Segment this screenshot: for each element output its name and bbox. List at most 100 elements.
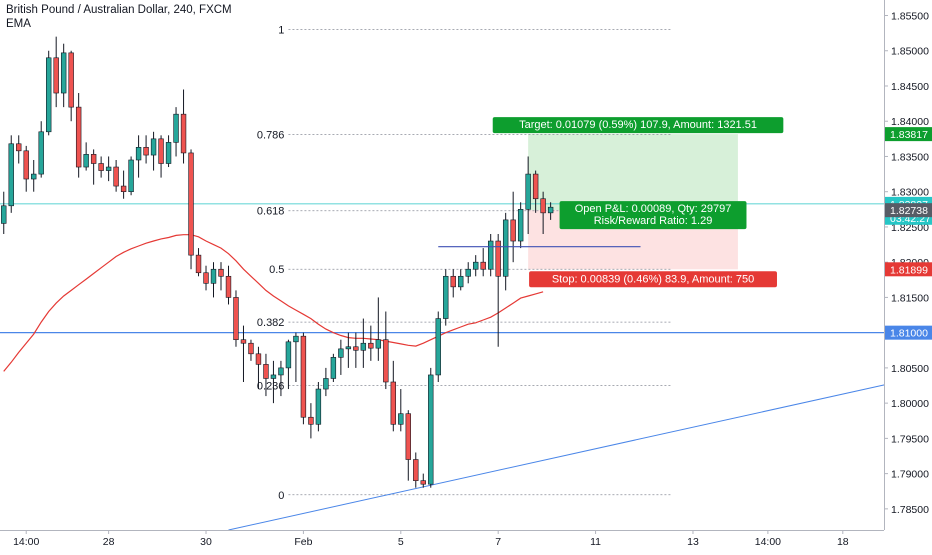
candle [480, 248, 486, 277]
position-pnl-label: Open P&L: 0.00089, Qty: 29797Risk/Reward… [559, 201, 747, 230]
candle [188, 149, 194, 270]
candle [360, 318, 367, 368]
candle [495, 233, 501, 347]
candle-body [517, 209, 524, 242]
candle [413, 452, 419, 488]
position-pnl-label-text: Risk/Reward Ratio: 1.29 [594, 215, 713, 227]
time-axis-label: 18 [837, 536, 849, 548]
candle [502, 212, 509, 291]
candle-body [16, 143, 22, 152]
candle [195, 248, 202, 277]
candle-body [195, 254, 202, 274]
candle-body [360, 342, 367, 351]
time-axis-label: 14:00 [13, 536, 39, 548]
fib-level-label: 0.786 [257, 130, 285, 142]
candle-body [150, 138, 157, 156]
time-axis-label: 7 [495, 536, 501, 548]
candle-body [53, 57, 59, 94]
candle [120, 170, 127, 199]
candle [150, 131, 157, 171]
price-axis-badge-text: 1.83817 [890, 129, 928, 141]
candle [465, 262, 471, 284]
candle [255, 346, 262, 390]
candle [38, 121, 44, 178]
candle-body [120, 185, 127, 193]
candle [240, 325, 247, 382]
candle-body [135, 147, 142, 161]
candle-body [428, 374, 434, 485]
candle-body [233, 297, 239, 341]
candle-body [23, 150, 29, 180]
candle [532, 170, 539, 213]
price-axis-badge-bg [885, 262, 932, 277]
candle [293, 332, 299, 382]
candle-body [390, 381, 397, 425]
candle-body [173, 113, 179, 143]
candle-body [330, 357, 337, 379]
time-axis-label: 13 [687, 536, 699, 548]
fib-level-label: 0.236 [257, 381, 285, 393]
trendline [228, 383, 888, 531]
price-axis-label: 1.85500 [891, 11, 929, 23]
time-axis-label: 5 [398, 536, 404, 548]
candle-body [510, 219, 516, 242]
price-axis-badge-bg [885, 127, 932, 142]
candle [353, 332, 359, 368]
candle [68, 50, 74, 122]
candle [16, 135, 22, 164]
price-axis-badge-text: 1.81899 [890, 264, 928, 276]
position-stop-label: Stop: 0.00839 (0.46%) 83.9, Amount: 750 [529, 271, 777, 288]
candle-body [487, 240, 494, 270]
price-axis-label: 1.83000 [891, 187, 929, 199]
time-axis-label: 30 [200, 536, 212, 548]
time-axis-label: 28 [103, 536, 115, 548]
candle-body [278, 367, 284, 376]
price-axis-label: 1.80000 [891, 398, 929, 410]
candle-body [532, 173, 539, 200]
candle [83, 142, 89, 171]
candle-body [98, 163, 104, 171]
candle [525, 156, 531, 234]
price-axis-badge-bg [885, 203, 932, 218]
position-target-label: Target: 0.01079 (0.59%) 107.9, Amount: 1… [492, 117, 784, 134]
candle-body [180, 113, 187, 154]
candle-body [143, 147, 149, 156]
price-axis-label: 1.83500 [891, 151, 929, 163]
price-axis-label: 1.84500 [891, 81, 929, 93]
candle-body [345, 346, 352, 350]
candle-body [113, 166, 119, 187]
candle-body [60, 52, 67, 94]
candle-body [105, 166, 112, 171]
candle-body [308, 416, 314, 425]
price-axis-badge-bg [885, 325, 932, 340]
fib-level-label: 0 [278, 490, 284, 502]
candle-body [263, 364, 269, 379]
candle [113, 159, 119, 192]
candle-body [398, 413, 404, 425]
candle-body [315, 388, 322, 425]
candle-body [495, 240, 501, 277]
candle [98, 156, 104, 178]
position-stop-label-bg [529, 271, 777, 288]
position-pnl-label-bg [559, 201, 747, 230]
candle [375, 297, 382, 361]
candle [345, 332, 352, 368]
candle [180, 89, 187, 164]
candle [540, 191, 546, 234]
price-axis-badge: 1.81899 [885, 262, 932, 277]
fib-level-label: 0.5 [269, 264, 284, 276]
candle [398, 389, 404, 432]
price-axis-badge: 1.83817 [885, 127, 932, 141]
candle [263, 353, 269, 397]
candle-body [368, 342, 374, 349]
candle-body [203, 272, 209, 284]
candle [248, 339, 254, 361]
candle-body [338, 348, 344, 358]
candle-body [323, 378, 329, 390]
candle [143, 135, 149, 164]
candle-body [210, 268, 217, 284]
candle [60, 43, 67, 108]
candle [233, 290, 239, 347]
